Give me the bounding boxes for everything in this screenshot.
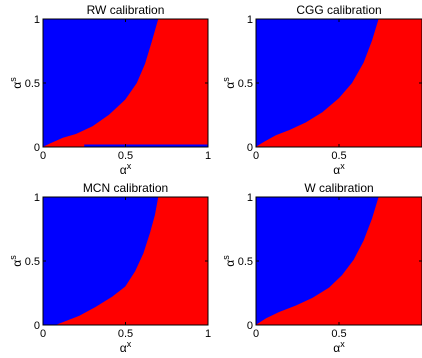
y-tick-label: 1 [247, 192, 253, 204]
subplot-1: RW calibration 0 0.5 1 0 0.5 1 αx αs [8, 3, 211, 177]
x-axis-label: αx [333, 161, 345, 177]
y-tick-label: 0 [34, 142, 40, 154]
x-axis-label: αx [120, 161, 132, 177]
y-tick-label: 0.5 [238, 256, 253, 268]
x-tick-label: 0.5 [118, 150, 133, 162]
chart-title: CGG calibration [296, 3, 381, 17]
subplot-3: MCN calibration 0 0.5 1 0 0.5 1 αx αs [8, 181, 211, 355]
region-red [43, 19, 208, 147]
x-tick-label: 1 [205, 328, 211, 340]
x-tick-label: 0.5 [331, 328, 346, 340]
bottom-strip [84, 144, 208, 147]
y-tick-label: 1 [34, 14, 40, 26]
plot-area [43, 197, 208, 325]
plot-area [43, 19, 208, 147]
y-tick-label: 1 [247, 14, 253, 26]
y-axis-label: αs [8, 77, 24, 89]
x-axis-label: αx [120, 339, 132, 355]
x-axis-label: αx [333, 339, 345, 355]
x-tick-label: 0 [253, 150, 259, 162]
subplot-4: W calibration 0 0.5 0 0.5 1 αx αs [221, 181, 422, 355]
y-tick-label: 0.5 [238, 78, 253, 90]
y-tick-label: 0.5 [25, 256, 40, 268]
chart-title: RW calibration [87, 3, 165, 17]
y-tick-label: 0 [247, 320, 253, 332]
subplot-2: CGG calibration 0 0.5 0 0.5 1 αx αs [221, 3, 422, 177]
y-axis-label: αs [221, 255, 237, 267]
x-tick-label: 0 [40, 150, 46, 162]
x-tick-label: 0.5 [118, 328, 133, 340]
region-red [256, 197, 422, 325]
plot-area [256, 197, 422, 325]
y-tick-label: 0.5 [25, 78, 40, 90]
y-tick-label: 0 [247, 142, 253, 154]
x-tick-label: 0 [40, 328, 46, 340]
y-tick-label: 1 [34, 192, 40, 204]
y-tick-label: 0 [34, 320, 40, 332]
chart-title: W calibration [304, 181, 373, 195]
x-tick-label: 0 [253, 328, 259, 340]
region-red [56, 197, 208, 325]
y-axis-label: αs [221, 77, 237, 89]
region-red [256, 19, 422, 147]
y-axis-label: αs [8, 255, 24, 267]
plot-area [256, 19, 422, 147]
x-tick-label: 0.5 [331, 150, 346, 162]
x-tick-label: 1 [205, 150, 211, 162]
chart-title: MCN calibration [83, 181, 168, 195]
